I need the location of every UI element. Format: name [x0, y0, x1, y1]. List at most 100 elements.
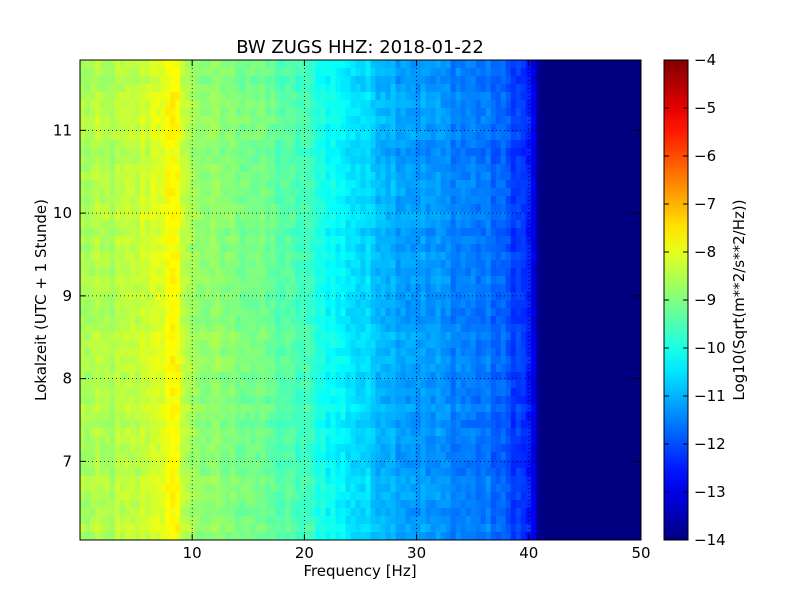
heatmap-cell	[465, 388, 472, 397]
heatmap-cell	[475, 116, 482, 125]
heatmap-cell	[230, 244, 236, 253]
heatmap-cell	[385, 340, 392, 349]
heatmap-cell	[370, 236, 377, 245]
heatmap-cell	[190, 260, 196, 269]
heatmap-cell	[405, 172, 412, 181]
heatmap-cell	[450, 108, 457, 117]
heatmap-cell	[250, 132, 256, 141]
heatmap-cell	[625, 348, 632, 357]
heatmap-cell	[280, 76, 286, 85]
heatmap-cell	[230, 348, 236, 357]
heatmap-cell	[105, 164, 111, 173]
heatmap-cell	[610, 396, 617, 405]
heatmap-cell	[280, 140, 286, 149]
heatmap-cell	[265, 156, 271, 165]
heatmap-cell	[310, 140, 317, 149]
heatmap-cell	[370, 116, 377, 125]
heatmap-cell	[255, 220, 261, 229]
heatmap-cell	[165, 204, 171, 213]
heatmap-cell	[125, 356, 131, 365]
heatmap-cell	[380, 156, 387, 165]
heatmap-cell	[105, 308, 111, 317]
heatmap-cell	[630, 252, 637, 261]
heatmap-cell	[120, 396, 126, 405]
heatmap-cell	[530, 164, 537, 173]
heatmap-cell	[580, 228, 587, 237]
heatmap-cell	[325, 212, 332, 221]
heatmap-cell	[160, 156, 166, 165]
heatmap-cell	[400, 212, 407, 221]
heatmap-cell	[255, 300, 261, 309]
heatmap-cell	[385, 332, 392, 341]
heatmap-cell	[265, 132, 271, 141]
heatmap-cell	[500, 172, 507, 181]
heatmap-cell	[635, 108, 641, 117]
heatmap-cell	[475, 348, 482, 357]
heatmap-cell	[340, 340, 347, 349]
heatmap-cell	[255, 124, 261, 133]
heatmap-cell	[495, 196, 502, 205]
heatmap-cell	[325, 380, 332, 389]
heatmap-cell	[255, 100, 261, 109]
heatmap-cell	[190, 268, 196, 277]
heatmap-cell	[630, 76, 637, 85]
heatmap-cell	[360, 356, 367, 365]
heatmap-cell	[390, 388, 397, 397]
heatmap-cell	[230, 100, 236, 109]
heatmap-cell	[500, 300, 507, 309]
heatmap-cell	[415, 268, 422, 277]
heatmap-cell	[125, 132, 131, 141]
heatmap-cell	[565, 380, 572, 389]
heatmap-cell	[175, 292, 181, 301]
heatmap-cell	[630, 132, 637, 141]
heatmap-cell	[240, 316, 246, 325]
heatmap-cell	[555, 388, 562, 397]
heatmap-cell	[305, 76, 312, 85]
heatmap-cell	[310, 396, 317, 405]
heatmap-cell	[405, 196, 412, 205]
heatmap-cell	[345, 372, 352, 381]
heatmap-cell	[575, 404, 582, 413]
heatmap-cell	[190, 108, 196, 117]
heatmap-cell	[605, 220, 612, 229]
heatmap-cell	[310, 76, 317, 85]
heatmap-cell	[405, 388, 412, 397]
heatmap-cell	[510, 372, 517, 381]
heatmap-cell	[115, 252, 121, 261]
heatmap-cell	[390, 172, 397, 181]
heatmap-cell	[305, 260, 312, 269]
heatmap-cell	[505, 364, 512, 373]
heatmap-cell	[165, 388, 171, 397]
heatmap-cell	[105, 220, 111, 229]
heatmap-cell	[380, 340, 387, 349]
heatmap-cell	[245, 204, 251, 213]
heatmap-cell	[550, 100, 557, 109]
heatmap-cell	[105, 148, 111, 157]
heatmap-cell	[560, 196, 567, 205]
heatmap-cell	[95, 156, 101, 165]
heatmap-cell	[465, 308, 472, 317]
heatmap-cell	[500, 108, 507, 117]
heatmap-cell	[275, 116, 281, 125]
heatmap-cell	[120, 332, 126, 341]
heatmap-cell	[455, 100, 462, 109]
heatmap-cell	[360, 364, 367, 373]
heatmap-cell	[245, 196, 251, 205]
heatmap-cell	[255, 380, 261, 389]
heatmap-cell	[540, 92, 547, 101]
heatmap-cell	[465, 212, 472, 221]
heatmap-cell	[500, 164, 507, 173]
heatmap-cell	[575, 340, 582, 349]
heatmap-cell	[100, 308, 106, 317]
heatmap-cell	[460, 188, 467, 197]
heatmap-cell	[475, 332, 482, 341]
heatmap-cell	[365, 324, 372, 333]
heatmap-cell	[585, 172, 592, 181]
heatmap-cell	[190, 116, 196, 125]
heatmap-cell	[565, 212, 572, 221]
heatmap-cell	[350, 172, 357, 181]
heatmap-cell	[480, 260, 487, 269]
heatmap-cell	[330, 84, 337, 93]
heatmap-cell	[530, 276, 537, 285]
heatmap-cell	[600, 244, 607, 253]
